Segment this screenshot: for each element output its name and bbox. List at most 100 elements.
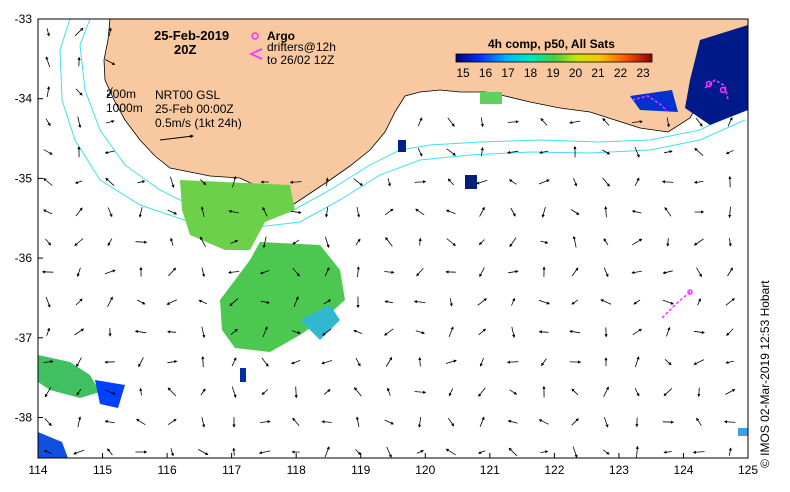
current-arrow [45,296,51,308]
land-australia [103,18,749,211]
credit-text: © IMOS 02-Mar-2019 12:53 Hobart [758,280,772,468]
current-arrow [105,177,115,186]
current-arrow [508,270,519,274]
current-arrow [76,267,81,277]
current-arrow [77,416,82,428]
current-arrow [43,449,52,454]
current-arrow [418,416,422,428]
current-arrow [445,209,456,215]
colorbar-title: 4h comp, p50, All Sats [488,37,615,51]
current-arrow [106,120,115,124]
current-arrow [74,328,85,336]
current-arrow [509,389,518,395]
current-arrow [170,237,174,246]
current-arrow [571,418,579,426]
current-arrow [725,298,735,306]
current-arrow [384,328,394,336]
current-arrow [479,267,485,278]
current-arrow [413,300,426,304]
x-tick-label: 120 [415,463,435,477]
current-arrow [232,447,236,456]
map-time: 20Z [174,42,196,57]
current-arrow [664,207,672,217]
current-arrow [46,327,51,336]
current-arrow [692,450,705,454]
colorbar-tick-label: 17 [501,66,515,80]
x-tick-label: 115 [93,463,112,477]
current-arrow [573,177,578,187]
current-arrow [541,206,546,218]
current-arrow [693,180,704,184]
current-arrow [634,388,640,397]
current-arrow [694,147,704,156]
current-arrow [232,175,237,188]
current-arrow [384,208,394,216]
current-arrow [602,177,610,187]
x-tick-label: 121 [480,463,500,477]
current-arrow [231,386,237,398]
current-arrow [74,27,84,37]
current-arrow [43,360,54,364]
current-arrow [635,445,639,458]
current-arrow [415,330,425,335]
current-arrow [633,299,641,305]
current-arrow [76,388,82,396]
current-arrow [663,388,673,397]
y-tick-label: -33 [15,12,33,26]
current-arrow [416,450,424,454]
current-arrow [569,120,581,125]
current-arrow [104,269,116,275]
current-arrow [43,177,53,186]
current-arrow [384,300,393,304]
current-arrow [602,117,610,126]
velocity-scale-arrow [159,134,194,141]
current-arrow [167,387,177,397]
current-arrow [572,235,577,248]
current-arrow [44,387,52,398]
current-arrow [134,329,147,334]
current-arrow [75,88,83,96]
current-arrow [538,330,549,334]
current-arrow [356,207,361,218]
current-arrow [728,206,732,219]
current-arrow [693,330,705,334]
current-arrow [107,87,113,98]
current-arrow [45,238,52,246]
current-arrow [135,240,148,244]
current-arrow [198,299,207,305]
current-arrow [77,116,82,129]
y-tick-label: -35 [15,171,33,185]
current-arrow [104,419,115,424]
current-arrow [727,267,733,277]
current-arrow [662,299,674,305]
x-tick-label: 124 [673,463,693,477]
current-arrow [661,180,674,184]
current-arrow [321,360,333,365]
current-arrow [386,446,392,458]
current-arrow [355,238,361,246]
current-arrow [46,86,51,98]
current-arrow [602,449,610,455]
current-arrow [449,298,453,307]
current-arrow [540,118,548,126]
current-arrow [445,448,456,456]
current-arrow [170,448,174,457]
current-arrow [289,180,302,184]
current-arrow [384,419,395,425]
current-arrow [74,238,84,247]
current-arrow [634,356,640,368]
current-arrow [198,449,209,455]
current-arrow [725,360,734,364]
current-arrow [45,118,51,127]
current-arrow [634,146,640,158]
current-arrow [200,206,205,217]
current-arrow [228,209,239,214]
current-arrow [385,356,393,367]
current-arrow [76,357,82,368]
plot-frame [37,18,749,459]
y-tick-label: -37 [15,331,33,345]
colorbar-tick-label: 20 [569,66,583,80]
current-arrow [355,357,361,367]
isobath-1000m [59,18,746,229]
